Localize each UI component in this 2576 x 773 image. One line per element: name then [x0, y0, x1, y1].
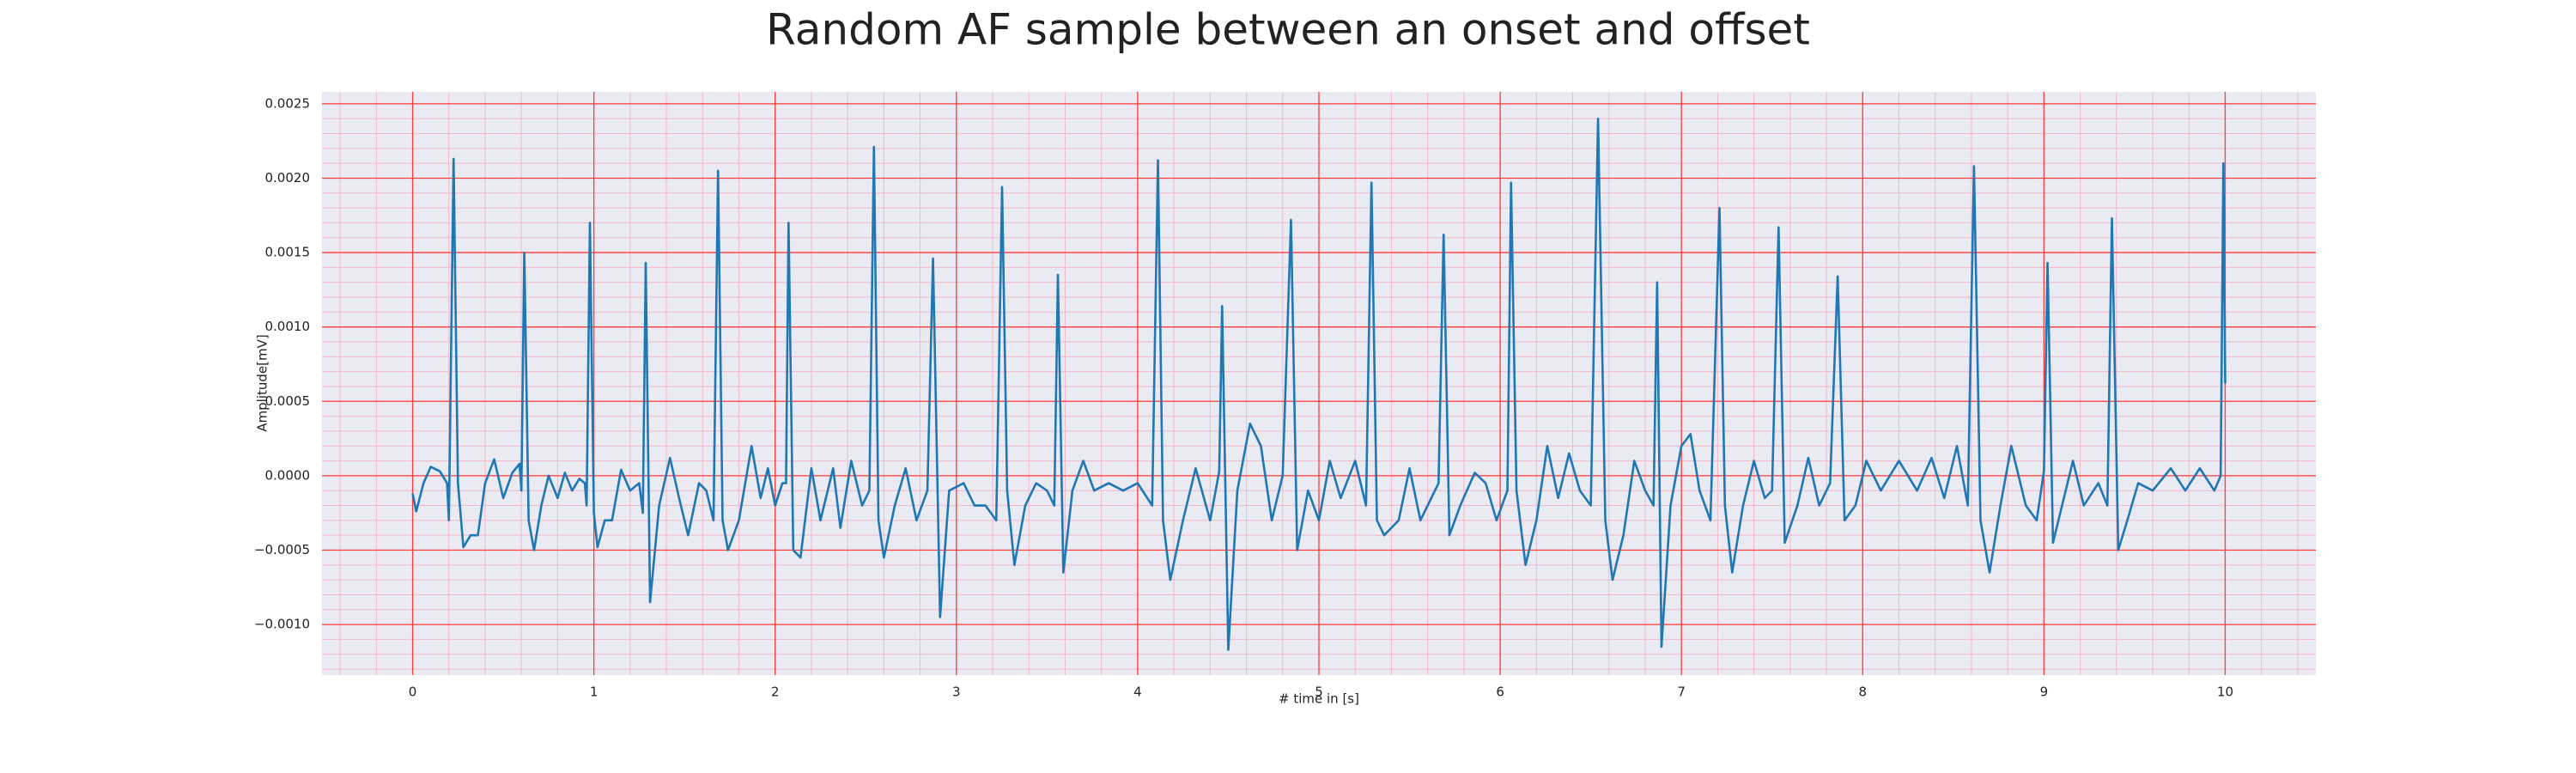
x-tick-label: 6	[1496, 685, 1504, 700]
y-tick-label: −0.0010	[254, 617, 310, 632]
y-tick-label: 0.0020	[265, 170, 311, 186]
y-tick-label: 0.0005	[265, 393, 311, 409]
chart-title: Random AF sample between an onset and of…	[766, 5, 1810, 55]
x-tick-label: 3	[952, 685, 961, 700]
x-tick-label: 9	[2040, 685, 2049, 700]
y-tick-label: 0.0010	[265, 319, 311, 334]
x-tick-label: 1	[590, 685, 598, 700]
y-tick-label: −0.0005	[254, 542, 310, 557]
x-tick-label: 7	[1677, 685, 1686, 700]
x-tick-label: 2	[771, 685, 780, 700]
x-axis-label: # time in [s]	[1279, 691, 1359, 707]
y-tick-label: 0.0015	[265, 245, 311, 260]
y-tick-label: 0.0000	[265, 467, 311, 483]
x-tick-label: 5	[1315, 685, 1323, 700]
x-tick-label: 8	[1858, 685, 1867, 700]
x-tick-label: 0	[409, 685, 417, 700]
y-tick-label: 0.0025	[265, 95, 311, 111]
x-tick-label: 4	[1133, 685, 1142, 700]
x-tick-label: 10	[2217, 685, 2233, 700]
y-axis-label: Amplitude[mV]	[255, 334, 270, 431]
line-series	[411, 117, 2227, 651]
